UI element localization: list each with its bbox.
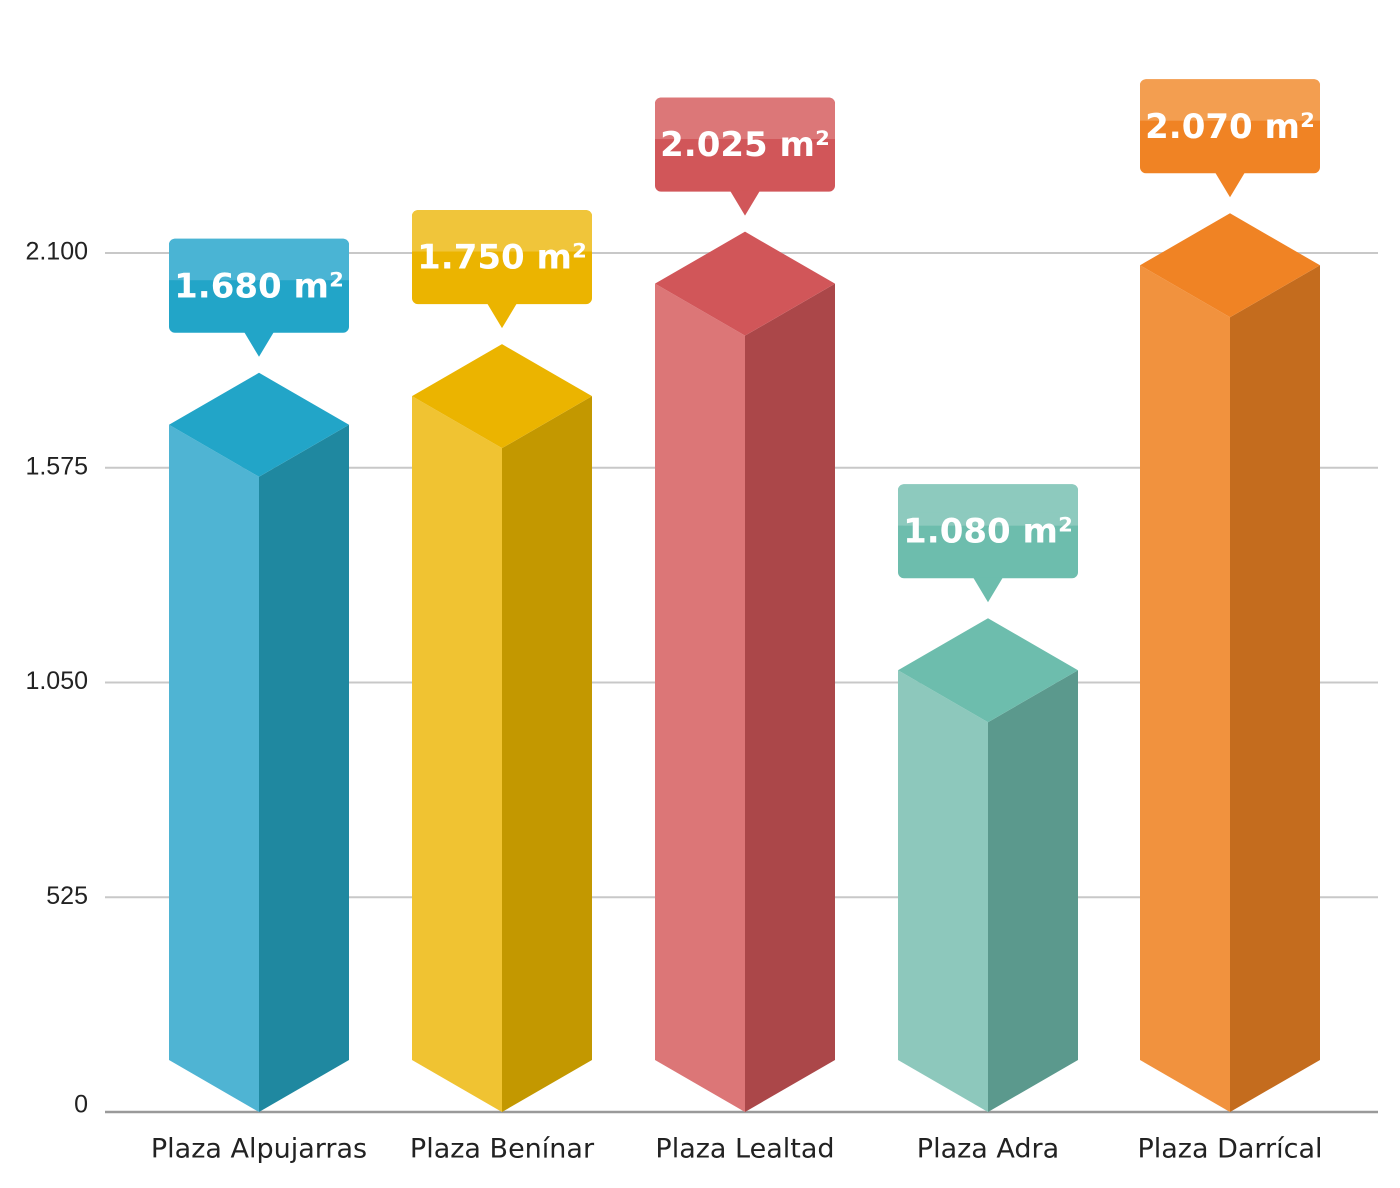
- category-labels: Plaza Alpujarras Plaza Benínar Plaza Lealt…: [151, 1134, 1323, 1165]
- bar-right-face: [988, 670, 1078, 1112]
- callout-highlight-fill: [412, 238, 592, 252]
- callout-highlight-fill: [655, 125, 835, 140]
- data-label: 2.070 m²: [1145, 107, 1315, 147]
- y-tick-label: 0: [74, 1091, 88, 1119]
- bar: [655, 231, 835, 1112]
- callout-highlight-fill: [1140, 107, 1320, 121]
- bar-right-face: [1230, 265, 1320, 1112]
- category-label: Plaza Adra: [917, 1134, 1059, 1165]
- bar-right-face: [502, 396, 592, 1113]
- callout-highlight-fill: [898, 512, 1078, 526]
- y-tick-label: 1.575: [25, 452, 88, 480]
- bar-top-face: [412, 344, 592, 449]
- bar: [169, 372, 349, 1112]
- y-tick-label: 525: [46, 882, 88, 910]
- callout-highlight-fill: [169, 267, 349, 281]
- data-label: 1.080 m²: [903, 512, 1073, 552]
- callout-pointer: [487, 303, 517, 329]
- category-label: Plaza Benínar: [410, 1134, 595, 1165]
- bar-left-face: [655, 283, 745, 1112]
- callout-pointer: [244, 331, 274, 357]
- y-tick-label: 1.050: [25, 667, 88, 695]
- bar-right-face: [745, 283, 835, 1112]
- bar: [898, 618, 1078, 1112]
- bar-left-face: [898, 670, 988, 1112]
- bars: [169, 213, 1320, 1113]
- callout-pointer: [973, 577, 1003, 603]
- bar: [1140, 213, 1320, 1112]
- bar-top-face: [898, 618, 1078, 723]
- data-label-callout: 2.070 m²: [1140, 79, 1320, 198]
- data-label-callout: 1.750 m²: [412, 210, 592, 329]
- bar-top-face: [169, 372, 349, 477]
- callout-pointer: [730, 190, 760, 216]
- bar-top-face: [1140, 213, 1320, 318]
- bar-top-face: [655, 231, 835, 336]
- category-label: Plaza Darrícal: [1137, 1134, 1322, 1165]
- data-label: 1.750 m²: [417, 238, 587, 278]
- bar-left-face: [412, 396, 502, 1113]
- y-axis-ticks: 0 525 1.050 1.575 2.100: [25, 238, 88, 1119]
- category-label: Plaza Alpujarras: [151, 1134, 367, 1165]
- bar-left-face: [1140, 265, 1230, 1112]
- data-label: 2.025 m²: [660, 125, 830, 165]
- data-label-callout: 1.080 m²: [898, 484, 1078, 603]
- y-tick-label: 2.100: [25, 238, 88, 266]
- bar: [412, 344, 592, 1113]
- data-label-callout: 1.680 m²: [169, 238, 349, 357]
- category-label: Plaza Lealtad: [655, 1134, 834, 1165]
- callout-pointer: [1215, 172, 1245, 198]
- data-label-callout: 2.025 m²: [655, 97, 835, 216]
- bar-right-face: [259, 424, 349, 1112]
- data-label: 1.680 m²: [174, 266, 344, 306]
- bar-left-face: [169, 424, 259, 1112]
- data-labels: 1.680 m² 1.750 m² 2.025 m² 1.080 m² 2.070 m²: [169, 79, 1320, 603]
